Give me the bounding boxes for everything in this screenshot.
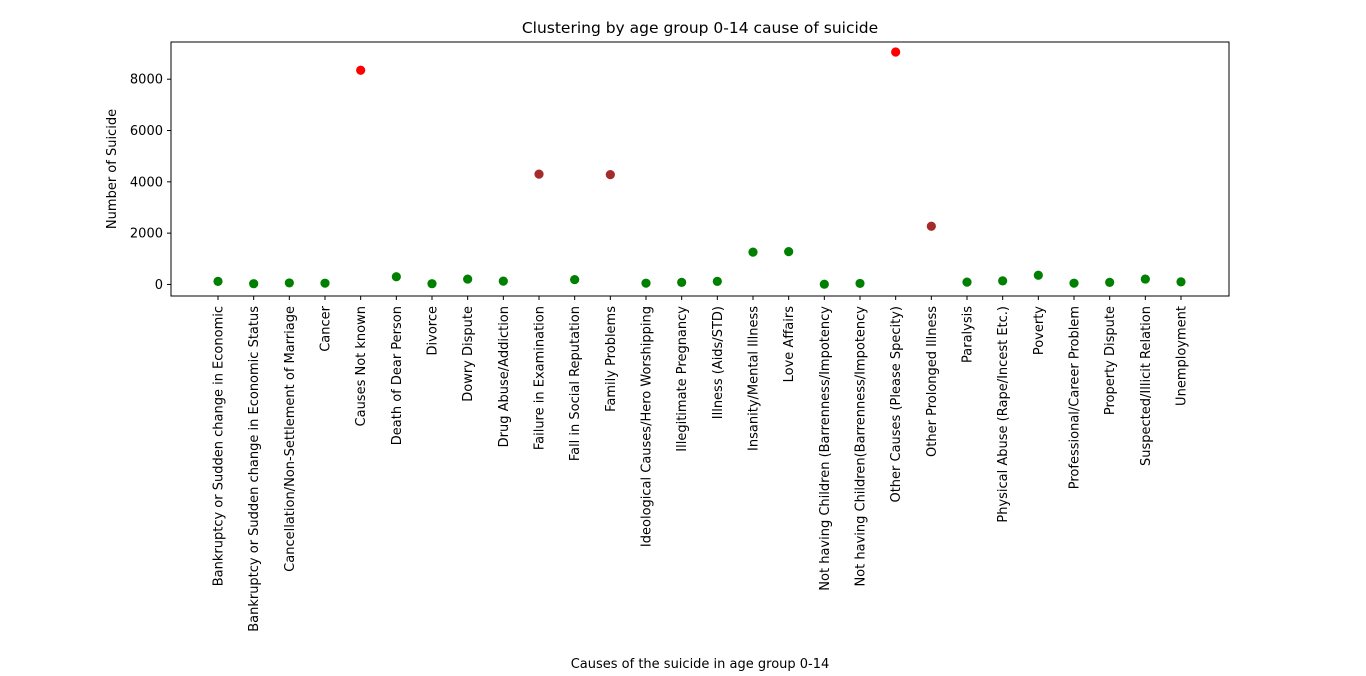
y-tick-label: 0 [155, 278, 163, 293]
x-tick-label: Bankruptcy or Sudden change in Economic … [247, 306, 262, 632]
x-tick-label: Death of Dear Person [390, 306, 405, 445]
x-tick-label: Drug Abuse/Addiction [497, 306, 512, 447]
x-tick-label: Bankruptcy or Sudden change in Economic [212, 306, 227, 586]
y-axis: 0 2000 4000 6000 8000 [130, 73, 171, 293]
data-point [498, 276, 508, 286]
y-tick-label: 6000 [130, 124, 163, 139]
x-tick-label: Illegitimate Pregnancy [675, 306, 690, 452]
data-point [570, 274, 580, 285]
plot-area [170, 41, 1230, 297]
data-point [819, 279, 829, 289]
data-point [427, 279, 437, 289]
data-point [605, 170, 615, 180]
data-point [926, 221, 936, 231]
data-point [677, 277, 687, 288]
data-point [356, 65, 366, 75]
x-axis-label: Causes of the suicide in age group 0-14 [571, 657, 830, 671]
data-point [855, 278, 865, 289]
x-tick-label: Unemployment [1175, 306, 1190, 406]
x-tick-label: Causes Not known [354, 306, 369, 426]
y-axis-label: Number of Suicide [105, 109, 120, 229]
x-tick-label: Property Dispute [1103, 306, 1118, 415]
x-tick-label: Other Causes (Please Specity) [889, 306, 904, 503]
x-tick-label: Paralysis [961, 306, 976, 363]
data-point [1069, 278, 1079, 288]
x-tick-label: Suspected/Illicit Relation [1139, 306, 1154, 466]
data-point [748, 247, 758, 257]
data-point [1140, 274, 1150, 284]
data-point [1033, 270, 1043, 280]
data-point [1176, 277, 1186, 287]
x-tick-label: Professional/Career Problem [1068, 306, 1083, 489]
data-point [641, 278, 651, 288]
data-point [534, 169, 544, 179]
x-tick-label: Insanity/Mental Illness [747, 306, 762, 451]
x-tick-label: Fall in Social Reputation [568, 306, 583, 461]
x-tick-label: Divorce [426, 306, 441, 355]
y-tick-label: 8000 [130, 73, 163, 88]
data-point [284, 278, 294, 288]
data-point [784, 247, 794, 257]
x-tick-label: Illness (Aids/STD) [711, 306, 726, 419]
data-point [998, 276, 1008, 286]
x-tick-label: Not having Children(Barrenness/Impotency [854, 306, 869, 587]
data-point [891, 47, 901, 57]
data-point [712, 276, 722, 286]
x-tick-label: Family Problems [604, 306, 619, 412]
x-tick-label: Cancer [319, 305, 334, 351]
y-tick-label: 2000 [130, 227, 163, 242]
x-tick-label: Poverty [1032, 306, 1047, 355]
y-tick-label: 4000 [130, 175, 163, 190]
x-tick-label: Not having Children (Barrenness/Impotenc… [818, 306, 833, 591]
data-point [249, 279, 259, 289]
x-tick-label: Cancellation/Non-Settlement of Marriage [283, 306, 298, 572]
chart-title: Clustering by age group 0-14 cause of su… [522, 19, 878, 37]
x-tick-label: Failure in Examination [533, 306, 548, 450]
x-tick-label: Other Prolonged Illness [925, 306, 940, 457]
data-points [213, 47, 1186, 289]
x-tick-label: Dowry Dispute [461, 306, 476, 402]
data-point [391, 272, 401, 282]
x-tick-label: Love Affairs [782, 306, 797, 383]
data-point [463, 274, 473, 284]
data-point [213, 276, 223, 286]
x-tick-label: Ideological Causes/Hero Worshipping [640, 306, 655, 547]
data-point [962, 277, 972, 287]
data-point [1105, 277, 1115, 288]
x-tick-label: Physical Abuse (Rape/Incest Etc.) [996, 306, 1011, 523]
x-axis: Bankruptcy or Sudden change in Economic B… [212, 296, 1190, 632]
data-point [320, 278, 330, 288]
